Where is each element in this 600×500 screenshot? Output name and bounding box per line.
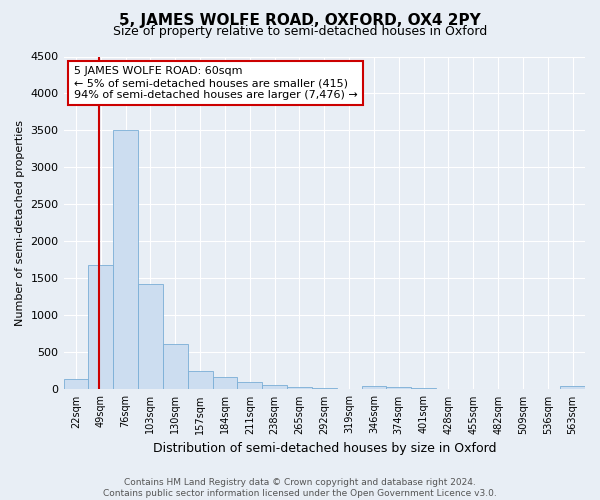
Bar: [362, 386, 386, 390]
Bar: [238, 382, 262, 390]
Bar: [64, 379, 88, 390]
Bar: [312, 388, 337, 390]
Bar: [262, 386, 287, 390]
Bar: [113, 130, 138, 390]
Bar: [188, 370, 212, 390]
Bar: [560, 386, 585, 390]
Bar: [138, 284, 163, 390]
X-axis label: Distribution of semi-detached houses by size in Oxford: Distribution of semi-detached houses by …: [152, 442, 496, 455]
Bar: [212, 377, 238, 390]
Y-axis label: Number of semi-detached properties: Number of semi-detached properties: [15, 120, 25, 326]
Bar: [287, 387, 312, 390]
Text: 5 JAMES WOLFE ROAD: 60sqm
← 5% of semi-detached houses are smaller (415)
94% of : 5 JAMES WOLFE ROAD: 60sqm ← 5% of semi-d…: [74, 66, 358, 100]
Text: Contains HM Land Registry data © Crown copyright and database right 2024.
Contai: Contains HM Land Registry data © Crown c…: [103, 478, 497, 498]
Text: Size of property relative to semi-detached houses in Oxford: Size of property relative to semi-detach…: [113, 25, 487, 38]
Bar: [436, 388, 461, 390]
Bar: [386, 387, 411, 390]
Text: 5, JAMES WOLFE ROAD, OXFORD, OX4 2PY: 5, JAMES WOLFE ROAD, OXFORD, OX4 2PY: [119, 12, 481, 28]
Bar: [163, 344, 188, 390]
Bar: [337, 388, 362, 390]
Bar: [88, 265, 113, 390]
Bar: [411, 388, 436, 390]
